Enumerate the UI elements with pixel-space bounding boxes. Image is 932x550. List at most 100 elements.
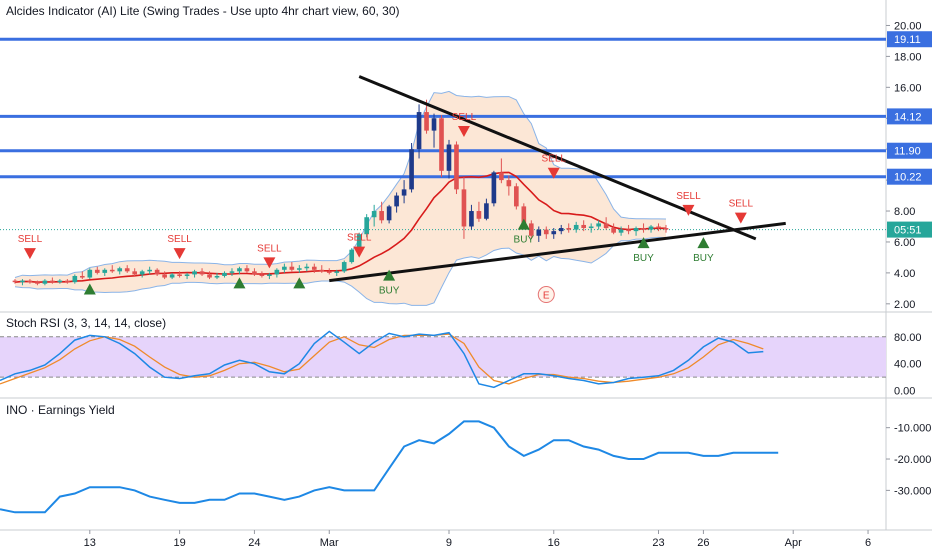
stoch-rsi-pane-title: Stoch RSI (3, 3, 14, 14, close) xyxy=(6,316,167,330)
buy-signal: BUY xyxy=(514,218,534,246)
candle-body xyxy=(132,271,138,275)
volatility-band xyxy=(15,91,666,306)
sell-arrow xyxy=(547,167,560,179)
candle-body xyxy=(27,280,33,283)
candle-body xyxy=(214,275,220,278)
candle-body xyxy=(42,280,48,284)
band-upper-line xyxy=(14,90,667,278)
candle-body xyxy=(57,280,63,283)
candle xyxy=(289,262,295,272)
trendline xyxy=(329,221,786,283)
y-tick-label: 16.00 xyxy=(894,82,922,94)
candle xyxy=(566,223,572,233)
candle-body xyxy=(282,266,287,270)
candle-body xyxy=(431,118,437,131)
candle-body xyxy=(147,269,152,272)
candle-body xyxy=(319,269,325,272)
sell-arrow xyxy=(353,246,366,258)
y-tick-label: -10.000 xyxy=(894,423,931,435)
candle xyxy=(192,269,197,278)
candle-body xyxy=(334,271,340,273)
candle-body xyxy=(566,228,572,230)
candle-body xyxy=(169,274,175,278)
candle xyxy=(311,263,317,273)
candle-body xyxy=(439,118,444,171)
buy-signal xyxy=(233,277,246,289)
candle xyxy=(499,158,504,184)
candle xyxy=(109,265,115,273)
x-tick-label: Apr xyxy=(785,537,802,549)
countdown-label-bg xyxy=(887,221,932,238)
y-tick-label: 40.00 xyxy=(894,359,922,371)
band-lower-line xyxy=(14,236,667,306)
candle xyxy=(394,192,399,213)
countdown-label: 05:51 xyxy=(894,225,922,237)
candle-body xyxy=(633,228,639,232)
candle xyxy=(409,142,414,193)
level-label: 19.11 xyxy=(894,34,921,46)
candle-body xyxy=(222,272,227,276)
candle-body xyxy=(618,229,624,233)
candle xyxy=(267,272,272,280)
candle xyxy=(491,170,497,207)
sell-label: SELL xyxy=(729,199,754,210)
level-label-bg xyxy=(887,168,932,185)
candle xyxy=(132,268,138,276)
candle xyxy=(371,204,377,227)
buy-arrow xyxy=(517,218,530,230)
candle xyxy=(528,220,534,239)
candle xyxy=(633,226,639,236)
candle xyxy=(282,263,287,273)
candle xyxy=(326,268,332,275)
y-tick-label: 2.00 xyxy=(894,299,915,311)
candle-body xyxy=(311,266,317,270)
x-axis: 13 19 24 Mar 9 16 23 26 Apr 6 xyxy=(84,530,871,549)
y-tick-label: 6.00 xyxy=(894,237,915,249)
candle xyxy=(57,279,63,284)
rsi-band-fill xyxy=(0,336,886,378)
sell-label: SELL xyxy=(542,154,567,165)
candle xyxy=(626,224,631,235)
x-tick-label: Mar xyxy=(320,537,339,549)
candle xyxy=(514,183,519,210)
candle-body xyxy=(596,223,601,227)
candle-body xyxy=(326,271,332,273)
candle-body xyxy=(192,271,197,275)
candle xyxy=(476,201,482,222)
x-tick-label: 13 xyxy=(84,537,96,549)
candle-body xyxy=(469,211,474,227)
candle-body xyxy=(79,275,85,278)
x-tick-label: 16 xyxy=(548,537,560,549)
candle-body xyxy=(499,172,504,181)
candle-body xyxy=(177,274,182,276)
candle-body xyxy=(558,228,564,232)
candle xyxy=(50,277,55,284)
candle-body xyxy=(139,271,145,275)
candle-body xyxy=(394,195,399,207)
buy-signal xyxy=(293,277,306,289)
sell-signal: SELL xyxy=(452,112,477,137)
candle-body xyxy=(626,229,631,232)
candle xyxy=(259,271,265,278)
candle xyxy=(207,271,212,280)
x-tick-label: 19 xyxy=(173,537,185,549)
candle xyxy=(304,263,310,272)
candle-body xyxy=(611,228,616,233)
candle-body xyxy=(409,149,414,190)
candle-body xyxy=(476,211,482,219)
sell-label: SELL xyxy=(167,234,192,245)
candle xyxy=(558,224,564,235)
candle xyxy=(35,280,40,286)
candle-body xyxy=(364,217,369,235)
candle-body xyxy=(603,223,609,229)
candle-body xyxy=(416,112,422,150)
candle xyxy=(184,272,190,280)
candle xyxy=(222,271,227,278)
buy-arrow xyxy=(637,237,650,249)
moving-average-line xyxy=(14,171,667,284)
candle xyxy=(94,266,100,275)
candle xyxy=(124,265,130,273)
candle-body xyxy=(573,224,579,230)
candle xyxy=(199,268,205,276)
